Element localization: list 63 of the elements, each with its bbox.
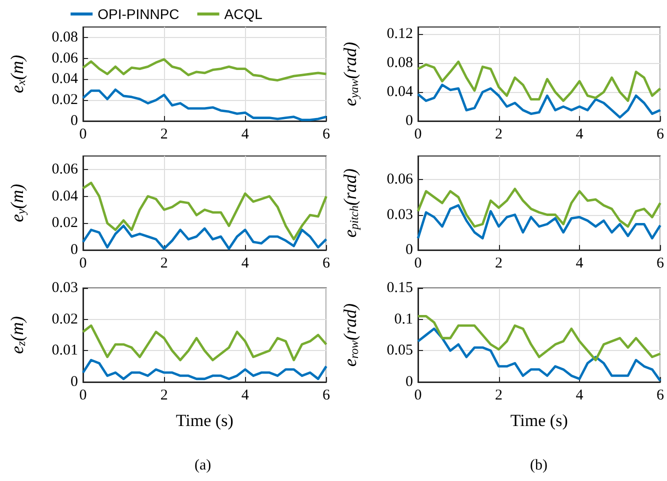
y-tick-label: 0: [406, 113, 413, 129]
line-series: [82, 324, 328, 362]
y-tick-label: 0.05: [386, 342, 413, 359]
y-axis-title: epitch(rad): [340, 168, 361, 238]
x-tick-label: 2: [495, 388, 502, 404]
y-tick-label: 0.01: [52, 342, 78, 359]
x-tick-label: 4: [241, 388, 250, 404]
line-series: [82, 58, 328, 82]
y-tick-label: 0: [406, 242, 413, 258]
y-tick-label: 0.15: [386, 280, 413, 296]
x-tick-label: 6: [656, 126, 664, 142]
y-tick-label: 0.08: [52, 29, 78, 46]
y-tick-label: 0.03: [52, 280, 78, 296]
y-tick-label: 0.06: [52, 50, 78, 66]
line-series: [416, 204, 662, 240]
x-axis-title: Time (s): [510, 411, 568, 430]
line-series: [82, 358, 328, 380]
y-tick-label: 0.02: [52, 215, 78, 232]
y-axis-title: eyaw(rad): [340, 42, 361, 106]
line-series: [416, 315, 662, 362]
x-tick-label: 2: [160, 126, 168, 142]
line-series: [82, 182, 328, 240]
y-tick-label: 0.06: [386, 172, 414, 188]
x-tick-label: 4: [576, 126, 584, 142]
x-tick-label: 6: [322, 256, 330, 272]
y-tick-label: 0.12: [386, 26, 413, 42]
x-tick-label: 2: [495, 256, 502, 272]
text: (b): [530, 458, 548, 474]
x-tick-label: 6: [656, 388, 664, 404]
x-tick-label: 6: [322, 388, 330, 404]
y-tick-label: 0.08: [386, 55, 413, 72]
line-series: [416, 60, 662, 102]
line-series: [416, 84, 662, 119]
x-tick-label: 4: [241, 256, 250, 272]
text: (a): [194, 458, 212, 474]
legend-label: ACQL: [224, 6, 263, 22]
y-tick-label: 0: [70, 242, 78, 258]
y-tick-label: 0.04: [52, 188, 78, 204]
x-tick-label: 4: [576, 388, 584, 404]
y-tick-label: 0: [406, 374, 413, 390]
y-tick-label: 0.06: [52, 161, 78, 178]
legend-label: OPI-PINNPC: [98, 6, 180, 22]
y-tick-label: 0.03: [386, 206, 413, 223]
x-tick-label: 6: [322, 126, 330, 142]
y-tick-label: 0.1: [394, 311, 413, 328]
y-tick-label: 0.04: [386, 84, 414, 100]
x-tick-label: 6: [656, 256, 664, 272]
x-axis-title: Time (s): [176, 411, 234, 430]
y-tick-label: 0.02: [52, 92, 78, 108]
y-axis-title: ex(m): [7, 54, 28, 94]
x-tick-label: 4: [576, 256, 584, 272]
y-tick-label: 0.04: [52, 71, 78, 88]
x-tick-label: 2: [160, 388, 168, 404]
y-axis-title: ez(m): [7, 316, 28, 354]
x-tick-label: 2: [495, 126, 502, 142]
line-series: [416, 188, 662, 228]
x-tick-label: 2: [160, 256, 168, 272]
y-axis-title: ey(m): [7, 184, 28, 222]
x-tick-label: 4: [241, 126, 250, 142]
y-tick-label: 0.02: [52, 311, 78, 328]
y-tick-label: 0: [70, 374, 78, 390]
y-axis-title: erow(rad): [340, 303, 361, 367]
y-tick-label: 0: [70, 113, 78, 129]
